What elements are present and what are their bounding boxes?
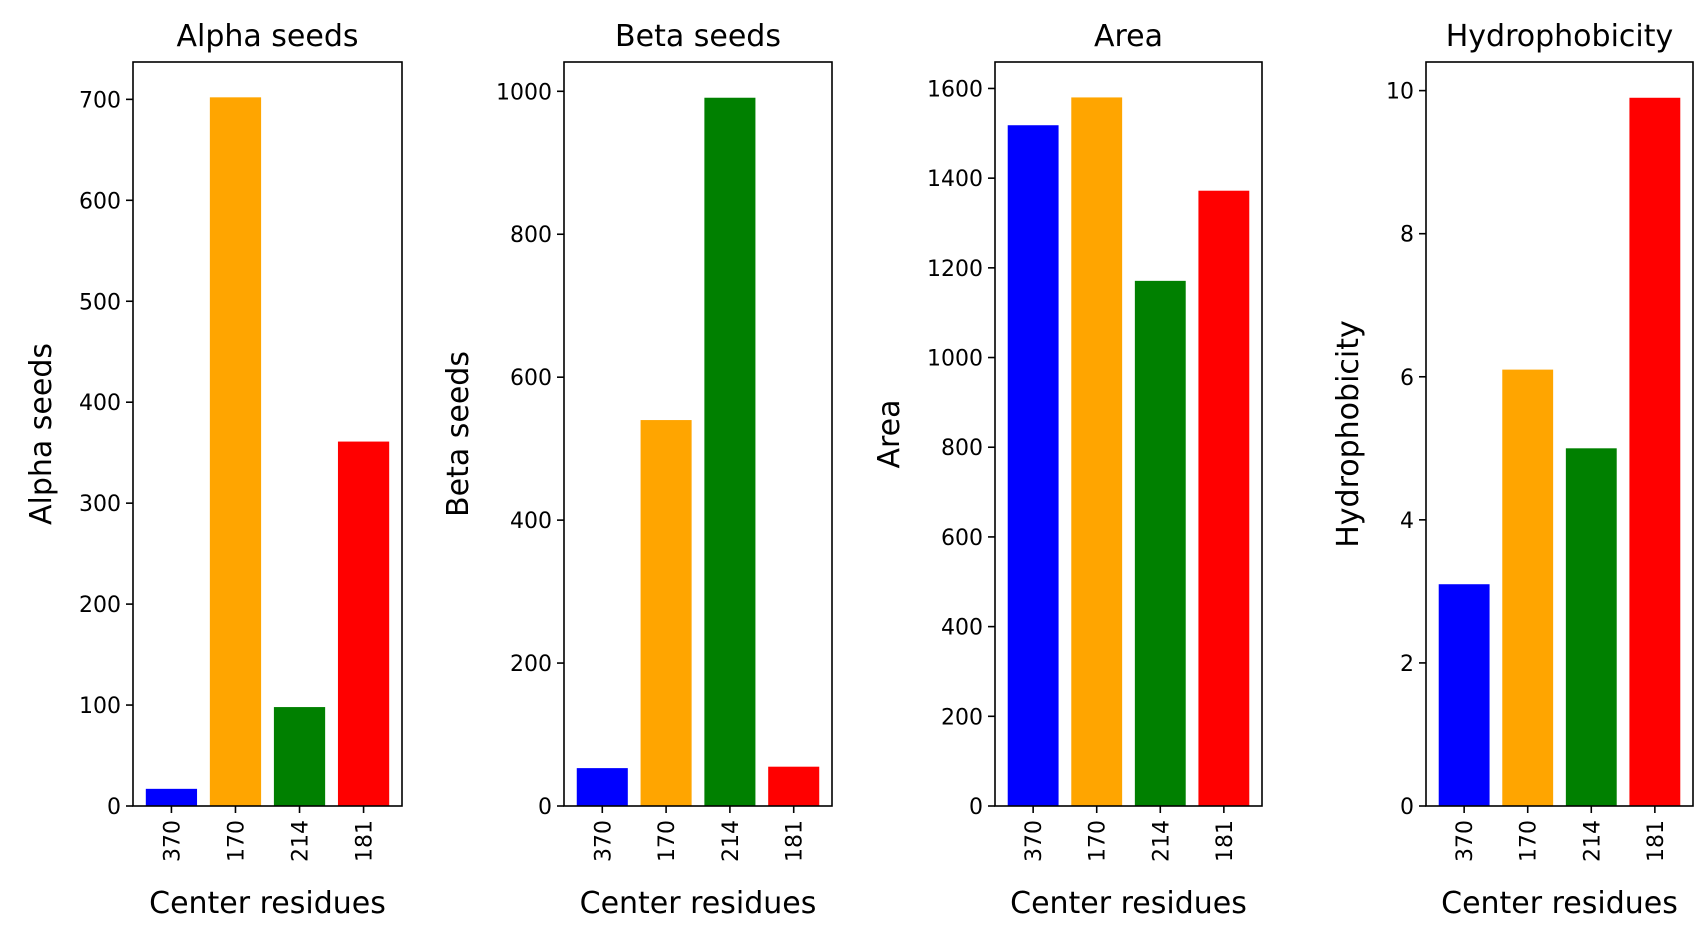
y-axis-label: Area [872, 399, 907, 468]
y-tick-label: 1600 [927, 77, 983, 102]
y-tick-label: 800 [510, 223, 552, 248]
y-tick-label: 400 [79, 391, 121, 416]
y-tick-label: 800 [941, 436, 983, 461]
x-tick-label: 170 [224, 820, 249, 862]
y-tick-label: 0 [107, 795, 121, 820]
y-axis-label: Alpha seeds [24, 343, 59, 525]
bar-214 [1565, 448, 1617, 806]
bar-181 [768, 766, 820, 806]
chart-title: Beta seeds [615, 19, 781, 54]
y-tick-label: 2 [1400, 652, 1414, 677]
y-tick-label: 8 [1400, 223, 1414, 248]
bar-170 [209, 97, 262, 807]
y-tick-label: 300 [79, 492, 121, 517]
y-tick-label: 1000 [496, 80, 552, 105]
y-tick-label: 400 [510, 509, 552, 534]
y-tick-label: 100 [79, 694, 121, 719]
x-axis-label: Center residues [580, 886, 817, 921]
axes-frame [994, 61, 1263, 807]
y-tick-label: 600 [510, 366, 552, 391]
bar-370 [145, 788, 198, 806]
bar-170 [1071, 97, 1123, 806]
x-tick-label: 181 [783, 820, 808, 862]
chart-title: Alpha seeds [176, 19, 358, 54]
bar-214 [704, 97, 756, 807]
x-tick-label: 370 [1022, 820, 1047, 862]
chart-panel-1: 0 100 200 300 400 500 600 700 370 170 214 181 Alpha … [24, 19, 403, 921]
y-axis-label: Hydrophobicity [1331, 320, 1366, 548]
x-tick-label: 181 [353, 820, 378, 862]
bar-214 [1134, 280, 1186, 806]
x-tick-label: 370 [591, 820, 616, 862]
bar-370 [1007, 125, 1059, 806]
y-tick-label: 0 [1400, 795, 1414, 820]
x-tick-label: 214 [1149, 820, 1174, 862]
bar-170 [640, 420, 692, 806]
bar-370 [1438, 584, 1490, 806]
x-tick-label: 181 [1213, 820, 1238, 862]
bar-181 [1629, 97, 1681, 807]
bar-170 [1502, 369, 1554, 806]
axes-frame [563, 61, 833, 807]
bar-370 [576, 768, 628, 806]
x-tick-label: 170 [1517, 820, 1542, 862]
chart-panel-4: 0 2 4 6 8 10 370 170 214 181 Hydrophobicity Center … [1331, 19, 1694, 921]
x-tick-label: 370 [160, 820, 185, 862]
y-tick-label: 600 [79, 189, 121, 214]
axes-frame [1425, 61, 1694, 807]
x-tick-label: 214 [1580, 820, 1605, 862]
y-axis-label: Beta seeds [441, 351, 476, 517]
y-tick-label: 1000 [927, 347, 983, 372]
chart-panel-2: 0 200 400 600 800 1000 370 170 214 181 Beta seeds C… [441, 19, 833, 921]
y-tick-label: 4 [1400, 509, 1414, 534]
x-tick-label: 170 [655, 820, 680, 862]
y-tick-label: 1200 [927, 257, 983, 282]
bar-181 [337, 441, 390, 806]
axes-frame [132, 61, 403, 807]
y-tick-label: 700 [79, 88, 121, 113]
y-tick-label: 200 [79, 593, 121, 618]
y-tick-label: 6 [1400, 366, 1414, 391]
x-tick-label: 370 [1453, 820, 1478, 862]
y-tick-label: 500 [79, 290, 121, 315]
y-tick-label: 0 [969, 795, 983, 820]
y-tick-label: 200 [510, 652, 552, 677]
x-tick-label: 214 [289, 820, 314, 862]
x-axis-label: Center residues [1441, 886, 1678, 921]
bar-214 [273, 707, 326, 806]
x-tick-label: 214 [719, 820, 744, 862]
y-tick-label: 600 [941, 526, 983, 551]
chart-title: Area [1094, 19, 1163, 54]
x-tick-label: 181 [1644, 820, 1669, 862]
y-tick-label: 10 [1386, 80, 1414, 105]
y-tick-label: 1400 [927, 167, 983, 192]
x-axis-label: Center residues [1010, 886, 1247, 921]
y-tick-label: 200 [941, 705, 983, 730]
y-tick-label: 400 [941, 616, 983, 641]
chart-panel-3: 0 200 400 600 800 1000 1200 1400 1600 370 170 214 18… [872, 19, 1263, 921]
x-tick-label: 170 [1086, 820, 1111, 862]
y-tick-label: 0 [538, 795, 552, 820]
bar-181 [1198, 190, 1250, 806]
chart-title: Hydrophobicity [1446, 19, 1674, 54]
x-axis-label: Center residues [149, 886, 386, 921]
